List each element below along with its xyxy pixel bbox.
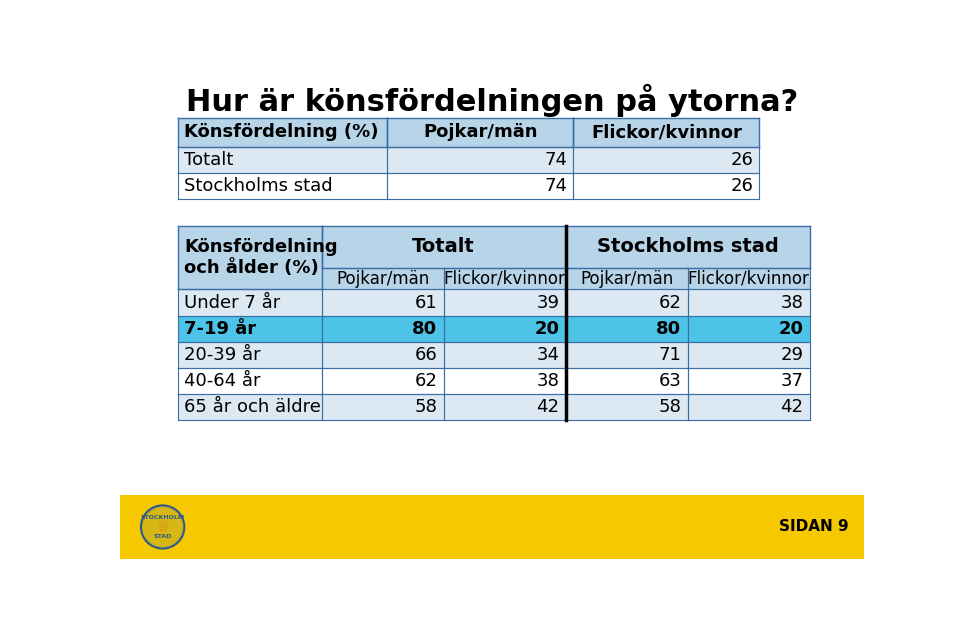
Bar xyxy=(322,268,444,290)
Text: 20: 20 xyxy=(779,320,804,338)
Text: 38: 38 xyxy=(537,372,560,390)
Bar xyxy=(565,368,687,394)
Bar xyxy=(179,342,322,368)
Text: Pojkar/män: Pojkar/män xyxy=(336,269,429,288)
Bar xyxy=(573,147,759,173)
Text: 7-19 år: 7-19 år xyxy=(184,320,256,338)
Text: SIDAN 9: SIDAN 9 xyxy=(779,519,849,534)
Bar xyxy=(687,268,809,290)
Text: 74: 74 xyxy=(544,177,567,195)
Text: 65 år och äldre: 65 år och äldre xyxy=(184,398,322,416)
Bar xyxy=(388,173,573,199)
Bar xyxy=(179,290,322,316)
Circle shape xyxy=(142,507,182,547)
Text: 26: 26 xyxy=(731,151,754,169)
Text: 20: 20 xyxy=(535,320,560,338)
Bar xyxy=(687,368,809,394)
Bar xyxy=(388,147,573,173)
Text: 58: 58 xyxy=(415,398,438,416)
Text: 74: 74 xyxy=(544,151,567,169)
Bar xyxy=(322,316,444,342)
Text: STOCKHOLM: STOCKHOLM xyxy=(140,515,184,520)
Bar xyxy=(565,290,687,316)
Bar xyxy=(179,117,388,147)
Text: 39: 39 xyxy=(537,293,560,311)
Text: Totalt: Totalt xyxy=(184,151,233,169)
Text: Flickor/kvinnor: Flickor/kvinnor xyxy=(687,269,809,288)
Text: STAD: STAD xyxy=(154,534,172,539)
Text: Könsfördelning
och ålder (%): Könsfördelning och ålder (%) xyxy=(184,238,338,277)
Bar xyxy=(444,268,565,290)
Text: Stockholms stad: Stockholms stad xyxy=(184,177,333,195)
Text: Flickor/kvinnor: Flickor/kvinnor xyxy=(444,269,565,288)
Bar xyxy=(444,290,565,316)
Text: 37: 37 xyxy=(780,372,804,390)
Bar xyxy=(179,173,388,199)
Bar xyxy=(565,316,687,342)
Bar xyxy=(444,394,565,420)
Bar xyxy=(444,316,565,342)
Text: Stockholms stad: Stockholms stad xyxy=(597,237,779,256)
Text: 66: 66 xyxy=(415,346,438,364)
Bar xyxy=(687,290,809,316)
Bar xyxy=(388,117,573,147)
Bar xyxy=(322,290,444,316)
Bar xyxy=(322,225,565,268)
Text: Totalt: Totalt xyxy=(412,237,475,256)
Bar xyxy=(322,394,444,420)
Text: Hur är könsfördelningen på ytorna?: Hur är könsfördelningen på ytorna? xyxy=(186,84,798,117)
Text: 80: 80 xyxy=(657,320,682,338)
Text: 20-39 år: 20-39 år xyxy=(184,346,261,364)
Bar xyxy=(687,342,809,368)
Text: 42: 42 xyxy=(780,398,804,416)
Bar xyxy=(687,394,809,420)
Text: 71: 71 xyxy=(659,346,682,364)
Text: 63: 63 xyxy=(659,372,682,390)
Text: 58: 58 xyxy=(659,398,682,416)
Text: Pojkar/män: Pojkar/män xyxy=(423,123,538,141)
Bar xyxy=(573,117,759,147)
Text: 38: 38 xyxy=(780,293,804,311)
Bar xyxy=(687,316,809,342)
Text: 29: 29 xyxy=(780,346,804,364)
Bar xyxy=(322,342,444,368)
Text: 42: 42 xyxy=(537,398,560,416)
Bar xyxy=(322,368,444,394)
Bar xyxy=(179,147,388,173)
Bar xyxy=(120,495,864,559)
Bar xyxy=(179,225,322,290)
Bar xyxy=(573,173,759,199)
Bar xyxy=(565,268,687,290)
Text: ♛: ♛ xyxy=(156,518,170,536)
Bar xyxy=(565,225,809,268)
Bar xyxy=(179,316,322,342)
Text: 26: 26 xyxy=(731,177,754,195)
Text: Flickor/kvinnor: Flickor/kvinnor xyxy=(591,123,742,141)
Text: Pojkar/män: Pojkar/män xyxy=(580,269,673,288)
Text: 62: 62 xyxy=(659,293,682,311)
Bar xyxy=(565,394,687,420)
Text: 80: 80 xyxy=(412,320,438,338)
Text: 62: 62 xyxy=(415,372,438,390)
Text: Under 7 år: Under 7 år xyxy=(184,293,280,311)
Text: Könsfördelning (%): Könsfördelning (%) xyxy=(184,123,379,141)
Text: 34: 34 xyxy=(537,346,560,364)
Bar xyxy=(179,394,322,420)
Bar xyxy=(179,368,322,394)
Bar xyxy=(444,342,565,368)
Text: 61: 61 xyxy=(415,293,438,311)
Bar xyxy=(565,342,687,368)
Bar xyxy=(444,368,565,394)
Text: 40-64 år: 40-64 år xyxy=(184,372,261,390)
